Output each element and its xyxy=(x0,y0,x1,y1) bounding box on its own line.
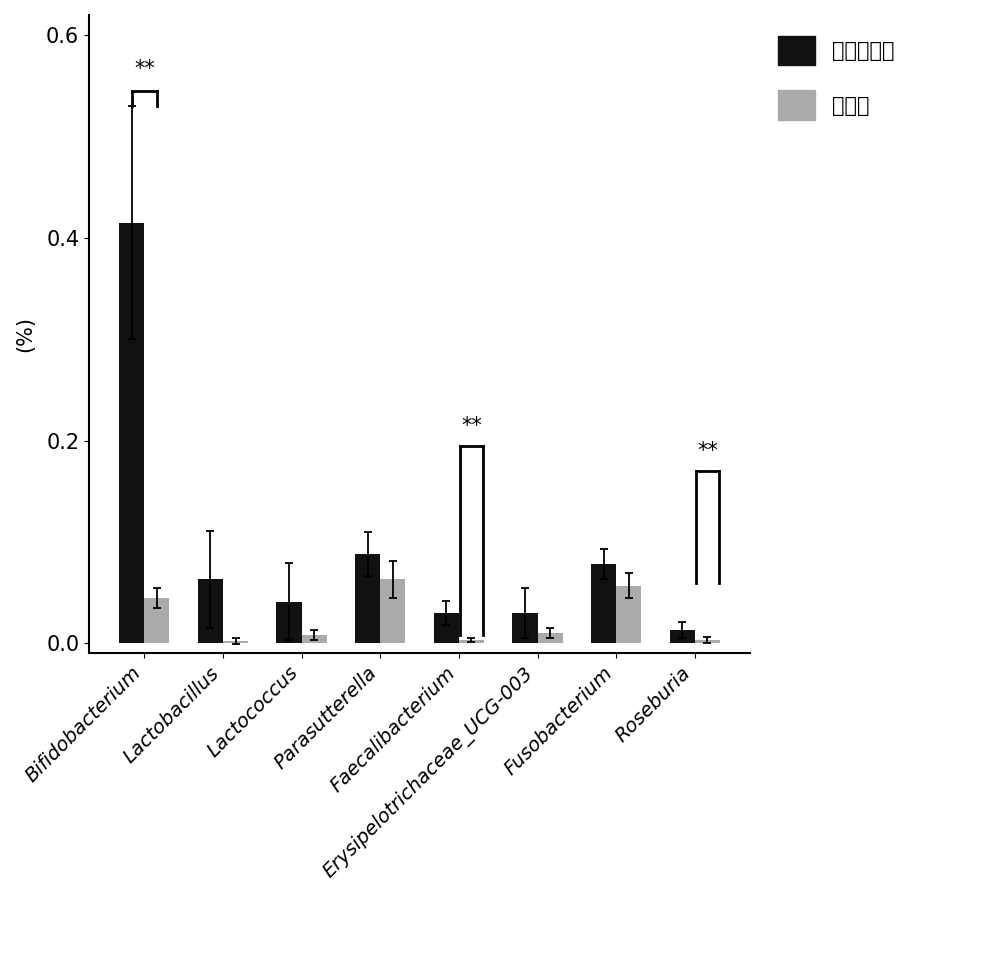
Text: **: ** xyxy=(461,415,482,435)
Bar xyxy=(434,613,459,643)
Bar xyxy=(276,602,302,643)
Bar xyxy=(695,640,720,643)
Bar xyxy=(223,641,248,643)
Bar xyxy=(670,630,695,643)
Bar xyxy=(302,635,327,643)
Bar xyxy=(616,585,641,643)
Y-axis label: (%): (%) xyxy=(15,316,35,353)
Bar xyxy=(119,223,144,643)
Text: **: ** xyxy=(697,441,718,461)
Bar xyxy=(355,554,380,643)
Bar xyxy=(380,579,405,643)
Bar xyxy=(512,613,538,643)
Legend: 耳叶牛皮消, 对照组: 耳叶牛皮消, 对照组 xyxy=(767,25,905,130)
Text: **: ** xyxy=(134,59,155,79)
Bar xyxy=(198,579,223,643)
Bar xyxy=(459,640,484,643)
Bar xyxy=(538,633,563,643)
Bar xyxy=(144,598,169,643)
Bar xyxy=(591,564,616,643)
